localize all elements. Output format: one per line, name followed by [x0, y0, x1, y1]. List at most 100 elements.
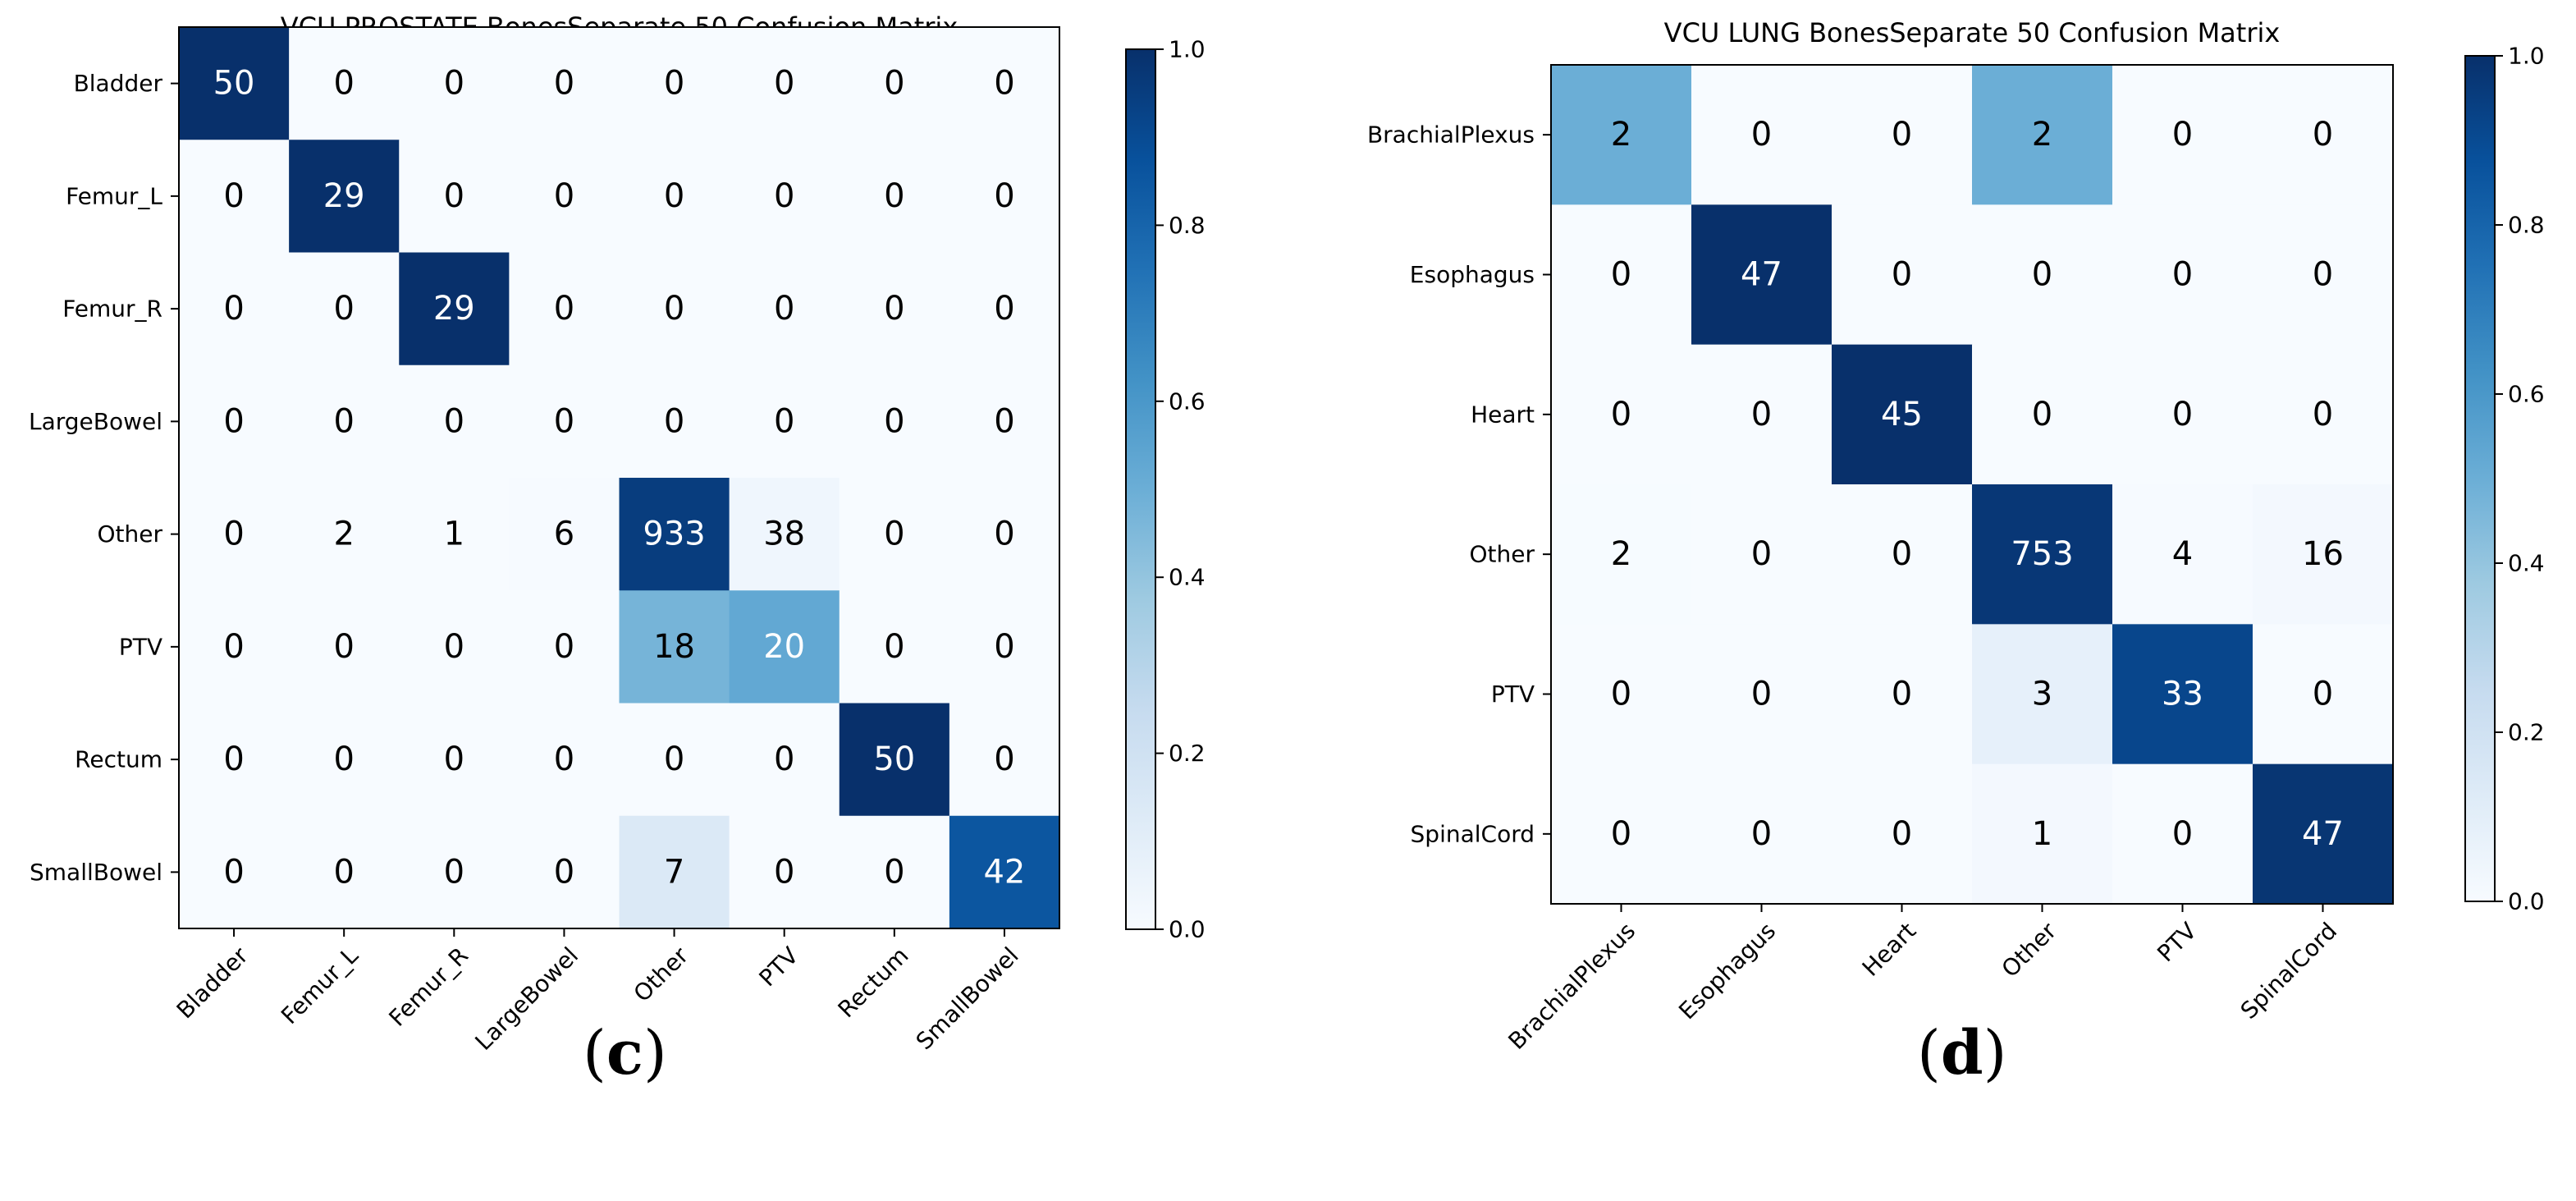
- panel-label-d: (d): [1917, 1018, 2007, 1089]
- cell-value-label: 4: [2172, 535, 2193, 573]
- cell-value-label: 0: [444, 740, 464, 778]
- x-tick-label: Heart: [1857, 917, 1921, 981]
- heatmap-cell: [289, 478, 400, 591]
- heatmap-cell: [839, 252, 950, 366]
- cell-value-label: 0: [1751, 815, 1772, 853]
- cell-value-label: 0: [1892, 116, 1912, 154]
- heatmap-cell: [1551, 204, 1692, 346]
- cell-value-label: 50: [213, 65, 255, 103]
- cell-value-label: 0: [2313, 396, 2333, 433]
- cell-value-label: 0: [774, 402, 794, 440]
- y-tick-label: PTV: [119, 633, 162, 660]
- cell-value-label: 0: [554, 628, 574, 666]
- colorbar-tick-label: 0.8: [2508, 212, 2545, 239]
- cell-value-label: 0: [1892, 676, 1912, 713]
- heatmap-cell: [179, 140, 290, 253]
- cell-value-label: 0: [884, 853, 904, 891]
- heatmap-cell: [949, 27, 1060, 140]
- heatmap-cell: [1691, 204, 1832, 346]
- heatmap-cell: [839, 703, 950, 817]
- heatmap-cell: [839, 140, 950, 253]
- x-tick-label: SpinalCord: [2235, 917, 2342, 1024]
- cell-value-label: 0: [994, 177, 1014, 215]
- heatmap-cell: [1551, 763, 1692, 905]
- heatmap-cell: [399, 478, 510, 591]
- heatmap-cell: [619, 140, 730, 253]
- heatmap-cell: [1972, 204, 2113, 346]
- x-tick-label: SmallBowel: [911, 942, 1024, 1055]
- heatmap-cell: [1691, 763, 1832, 905]
- cell-value-label: 2: [1611, 535, 1631, 573]
- heatmap-cell: [289, 815, 400, 929]
- cell-value-label: 0: [884, 177, 904, 215]
- colorbar-tick-label: 0.8: [1169, 212, 1206, 239]
- x-tick-label: Femur_L: [276, 942, 364, 1029]
- heatmap-cell: [399, 590, 510, 704]
- heatmap-cell: [619, 27, 730, 140]
- cell-value-label: 29: [323, 177, 365, 215]
- cell-value-label: 0: [884, 402, 904, 440]
- cell-value-label: 0: [1751, 676, 1772, 713]
- colorbar-tick-label: 0.4: [2508, 550, 2545, 577]
- cell-value-label: 47: [2302, 815, 2344, 853]
- cell-value-label: 0: [1892, 535, 1912, 573]
- y-tick-label: Esophagus: [1410, 261, 1535, 288]
- cell-value-label: 0: [994, 65, 1014, 103]
- plot-frame: [178, 26, 1060, 929]
- heatmap-cell: [2112, 65, 2253, 205]
- y-tick-label: Other: [97, 520, 162, 548]
- cell-value-label: 0: [333, 628, 354, 666]
- colorbar: [1125, 48, 1156, 930]
- heatmap-cell: [509, 140, 620, 253]
- cell-value-label: 0: [664, 177, 684, 215]
- colorbar-tick-label: 0.0: [2508, 888, 2545, 915]
- cell-value-label: 0: [1751, 116, 1772, 154]
- cell-value-label: 6: [554, 516, 574, 553]
- heatmap-cell: [1691, 484, 1832, 625]
- cell-value-label: 1: [2032, 815, 2052, 853]
- colorbar: [2464, 55, 2496, 902]
- heatmap-cell: [1832, 65, 1973, 205]
- heatmap-cell: [729, 27, 840, 140]
- heatmap-cell: [179, 703, 290, 817]
- cell-value-label: 0: [994, 402, 1014, 440]
- heatmap-cell: [289, 27, 400, 140]
- cell-value-label: 18: [653, 628, 695, 666]
- heatmap-cell: [2112, 624, 2253, 765]
- heatmap-cell: [289, 364, 400, 479]
- cell-value-label: 0: [2172, 396, 2193, 433]
- cell-value-label: 0: [223, 628, 244, 666]
- cell-value-label: 0: [774, 177, 794, 215]
- cell-value-label: 0: [2172, 815, 2193, 853]
- heatmap-cell: [839, 27, 950, 140]
- cell-value-label: 0: [884, 628, 904, 666]
- cell-value-label: 0: [664, 65, 684, 103]
- cell-value-label: 0: [774, 740, 794, 778]
- heatmap-cell: [179, 252, 290, 366]
- colorbar-tick-label: 0.4: [1169, 564, 1206, 591]
- y-tick-label: Rectum: [75, 746, 162, 773]
- heatmap-cell: [2112, 484, 2253, 625]
- heatmap-cell: [179, 478, 290, 591]
- heatmap-cell: [509, 815, 620, 929]
- heatmap-cell: [839, 590, 950, 704]
- cell-value-label: 0: [223, 740, 244, 778]
- y-tick-label: Other: [1469, 541, 1535, 568]
- heatmap-cell: [289, 703, 400, 817]
- heatmap-cell: [1972, 344, 2113, 485]
- cell-value-label: 0: [1611, 256, 1631, 294]
- cell-value-label: 753: [2011, 535, 2073, 573]
- heatmap-cell: [729, 815, 840, 929]
- heatmap-cell: [2112, 344, 2253, 485]
- cell-value-label: 0: [884, 290, 904, 328]
- cell-value-label: 0: [2313, 256, 2333, 294]
- heatmap-cell: [949, 252, 1060, 366]
- cell-value-label: 0: [1892, 256, 1912, 294]
- cell-value-label: 0: [554, 740, 574, 778]
- cell-value-label: 0: [884, 516, 904, 553]
- x-tick-label: Rectum: [833, 942, 914, 1023]
- heatmap-cell: [729, 703, 840, 817]
- cell-value-label: 0: [2032, 256, 2052, 294]
- cell-value-label: 3: [2032, 676, 2052, 713]
